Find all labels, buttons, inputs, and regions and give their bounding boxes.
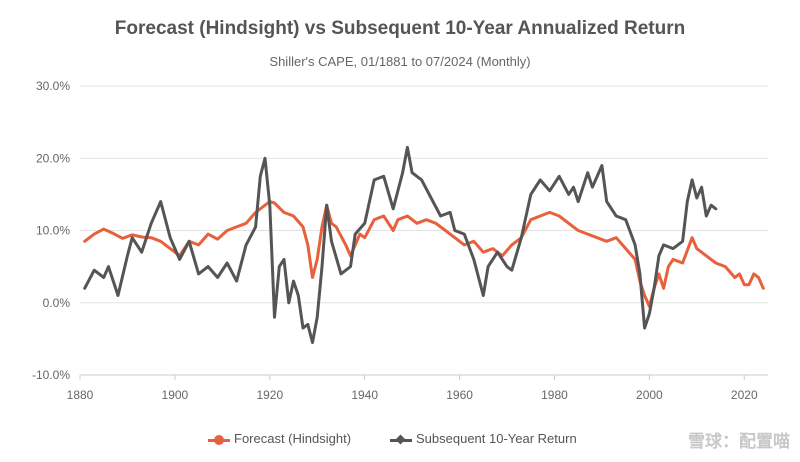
legend-item-subsequent-return[interactable]: Subsequent 10-Year Return: [390, 431, 577, 446]
x-tick-label: 1900: [162, 388, 189, 402]
chart-subtitle: Shiller's CAPE, 01/1881 to 07/2024 (Mont…: [269, 54, 531, 69]
x-tick-label: 2020: [731, 388, 758, 402]
legend-label-forecast: Forecast (Hindsight): [234, 431, 352, 446]
series-line-1: [83, 145, 718, 344]
x-tick-label: 1920: [256, 388, 283, 402]
y-tick-label: 20.0%: [36, 151, 70, 165]
legend-item-forecast[interactable]: Forecast (Hindsight): [208, 431, 351, 446]
y-tick-label: 10.0%: [36, 224, 70, 238]
x-tick-label: 1940: [351, 388, 378, 402]
legend-swatch-forecast: [208, 434, 230, 445]
chart-title: Forecast (Hindsight) vs Subsequent 10-Ye…: [114, 18, 686, 39]
watermark: 雪球：配置喵: [688, 432, 790, 451]
x-tick-label: 1980: [541, 388, 568, 402]
y-tick-label: -10.0%: [32, 368, 70, 382]
chart-legend: Forecast (Hindsight) Subsequent 10-Year …: [0, 431, 800, 451]
legend-label-subsequent-return: Subsequent 10-Year Return: [416, 431, 577, 446]
legend-swatch-subsequent-return: [390, 434, 412, 445]
x-tick-label: 1960: [446, 388, 473, 402]
y-tick-label: 0.0%: [43, 296, 71, 310]
x-tick-label: 2000: [636, 388, 663, 402]
y-tick-label: 30.0%: [36, 79, 70, 93]
x-tick-label: 1880: [67, 388, 94, 402]
series-line-0: [83, 200, 765, 308]
